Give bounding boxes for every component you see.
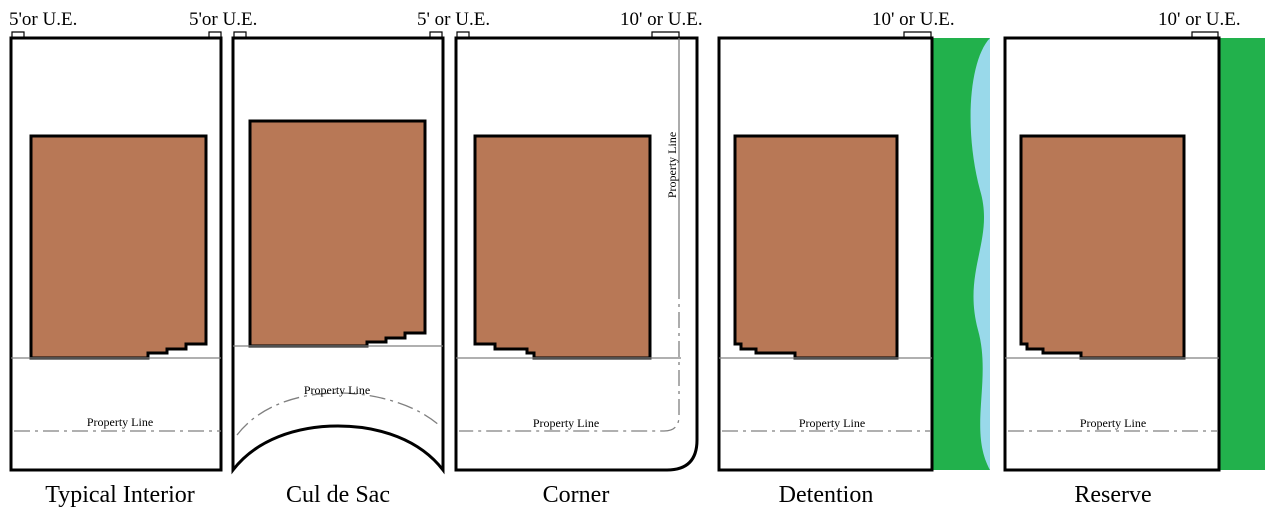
right-easement-bracket bbox=[651, 31, 680, 37]
panel-title: Reserve bbox=[1074, 482, 1151, 508]
panel-corner: Property Line Property Line 10' or U.E. … bbox=[454, 9, 703, 508]
panel-detention: Property Line 10' or U.E. Detention bbox=[717, 9, 990, 508]
property-line-label: Property Line bbox=[87, 415, 153, 429]
right-easement-label: 10' or U.E. bbox=[620, 9, 703, 30]
panel-reserve: Property Line 10' or U.E. Reserve bbox=[1003, 9, 1265, 508]
right-easement-label: 10' or U.E. bbox=[1158, 9, 1241, 30]
property-line bbox=[236, 392, 442, 436]
right-easement-bracket bbox=[1191, 31, 1219, 37]
property-line-label: Property Line bbox=[799, 416, 865, 430]
property-line-label: Property Line bbox=[304, 383, 370, 397]
house-footprint bbox=[29, 134, 208, 360]
reserve-green-area bbox=[1219, 38, 1265, 470]
right-easement-label: 5'or U.E. bbox=[189, 9, 257, 30]
left-easement-label: 5'or U.E. bbox=[9, 9, 77, 30]
house-footprint bbox=[473, 134, 652, 360]
side-property-line-label: Property Line bbox=[665, 132, 679, 198]
left-easement-bracket bbox=[11, 31, 25, 37]
right-easement-label: 5' or U.E. bbox=[417, 9, 490, 30]
panel-title: Corner bbox=[543, 482, 610, 508]
house-footprint bbox=[733, 134, 899, 360]
panel-typical-interior: Property Line 5'or U.E. 5'or U.E. Typica… bbox=[9, 9, 257, 508]
right-easement-bracket bbox=[208, 31, 222, 37]
house-footprint bbox=[248, 119, 427, 348]
detention-water bbox=[970, 38, 990, 470]
house-footprint bbox=[1019, 134, 1186, 360]
panel-title: Cul de Sac bbox=[286, 482, 390, 508]
property-line-label: Property Line bbox=[533, 416, 599, 430]
right-easement-bracket bbox=[903, 31, 932, 37]
panel-title: Typical Interior bbox=[45, 482, 195, 508]
panel-cul-de-sac: Property Line 5' or U.E. Cul de Sac bbox=[231, 9, 490, 508]
property-line-label: Property Line bbox=[1080, 416, 1146, 430]
panel-title: Detention bbox=[779, 482, 874, 508]
property-line bbox=[459, 283, 680, 432]
right-easement-bracket bbox=[429, 31, 443, 37]
left-easement-bracket bbox=[456, 31, 470, 37]
right-easement-label: 10' or U.E. bbox=[872, 9, 955, 30]
left-easement-bracket bbox=[233, 31, 247, 37]
